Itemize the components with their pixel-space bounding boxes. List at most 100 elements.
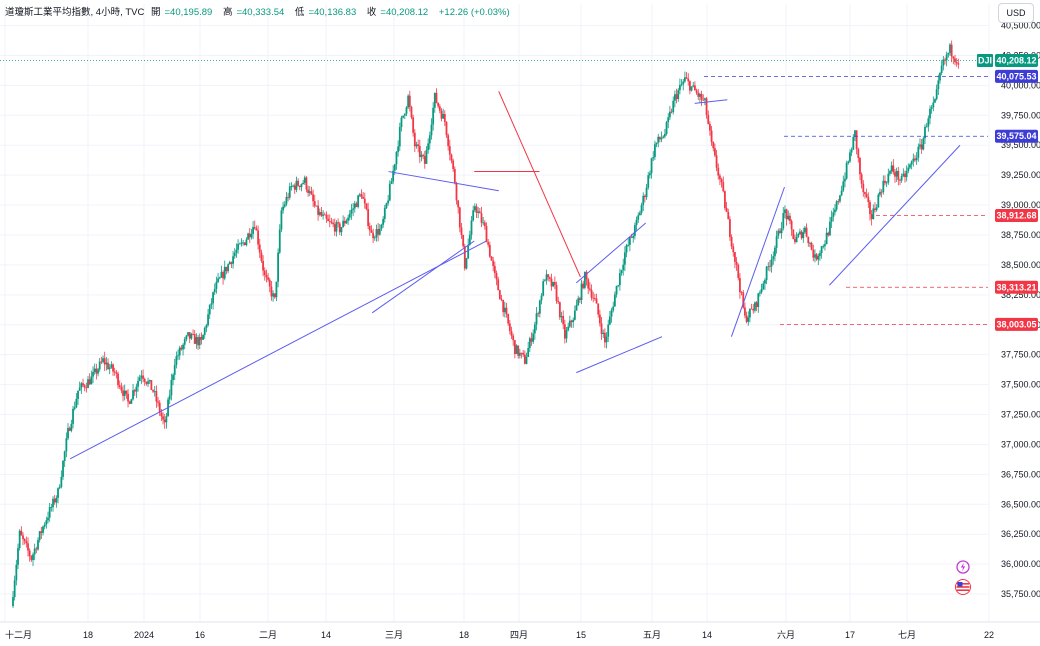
- candle-body: [297, 180, 300, 186]
- candle-body: [932, 102, 935, 108]
- candle-body: [268, 279, 271, 287]
- candle-body: [874, 208, 876, 211]
- candle-body: [652, 157, 655, 159]
- candle-body: [630, 237, 633, 238]
- candle-body: [862, 183, 865, 193]
- candle-body: [128, 401, 131, 404]
- candle-body: [530, 338, 533, 342]
- candle-body: [927, 118, 930, 127]
- candle-body: [510, 331, 513, 336]
- candle-body: [67, 428, 69, 439]
- candle-body: [655, 142, 658, 145]
- candle-body: [457, 200, 460, 208]
- candle-body: [817, 256, 820, 260]
- candle-body: [145, 381, 148, 384]
- candle-body: [478, 211, 481, 214]
- candle-body: [435, 92, 438, 103]
- candle-body: [869, 202, 871, 215]
- candle-body: [595, 298, 598, 304]
- candle-body: [513, 340, 516, 354]
- x-tick-label: 五月: [643, 630, 661, 640]
- candle-body: [875, 207, 878, 211]
- candle-body: [72, 408, 74, 424]
- candle-body: [285, 196, 288, 205]
- trendline: [694, 99, 728, 104]
- candle-body: [48, 507, 51, 518]
- candle-body: [600, 323, 603, 334]
- candle-body: [719, 175, 721, 180]
- candle-body: [393, 164, 396, 171]
- candle-body: [829, 221, 831, 236]
- candle-body: [805, 227, 808, 237]
- candle-body: [282, 206, 284, 211]
- candle-body: [237, 243, 239, 250]
- price-label: 38,313.21: [996, 282, 1036, 292]
- lightning-icon[interactable]: [956, 560, 970, 574]
- candle-body: [857, 149, 860, 158]
- candle-body: [240, 242, 243, 244]
- candle-body: [537, 313, 540, 315]
- candle-body: [432, 107, 435, 125]
- candle-body: [12, 597, 14, 607]
- candle-body: [153, 391, 156, 392]
- candle-body: [420, 154, 423, 158]
- candle-body: [483, 222, 486, 227]
- x-tick-label: 16: [195, 630, 205, 640]
- candle-body: [582, 283, 585, 288]
- currency-button[interactable]: USD: [998, 3, 1034, 23]
- candle-body: [810, 242, 813, 250]
- candle-body: [143, 378, 146, 382]
- candle-body: [50, 507, 53, 508]
- candle-body: [647, 175, 650, 188]
- candle-body: [180, 347, 183, 350]
- candle-body: [785, 209, 788, 220]
- x-tick-label: 17: [845, 630, 855, 640]
- candle-body: [512, 335, 515, 341]
- candle-body: [38, 531, 41, 541]
- candle-body: [292, 185, 294, 187]
- candle-body: [518, 352, 521, 356]
- candle-body: [363, 198, 366, 204]
- candle-body: [602, 332, 605, 334]
- trendline: [371, 240, 475, 314]
- candle-body: [185, 335, 188, 340]
- candle-body: [88, 379, 91, 385]
- candle-body: [308, 191, 311, 193]
- candle-body: [317, 205, 320, 215]
- candle-body: [223, 266, 226, 279]
- candle-body: [550, 278, 553, 287]
- candle-body: [463, 246, 466, 269]
- candle-body: [255, 228, 258, 231]
- candle-body: [272, 293, 274, 297]
- candle-body: [437, 102, 440, 107]
- candle-body: [505, 307, 508, 314]
- candle-body: [834, 209, 836, 213]
- candle-body: [25, 541, 28, 544]
- candle-body: [662, 136, 665, 138]
- candle-body: [197, 337, 199, 346]
- candle-body: [508, 323, 511, 332]
- candle-body: [710, 130, 713, 143]
- candle-body: [735, 261, 738, 265]
- candle-body: [62, 460, 64, 477]
- candle-body: [815, 254, 818, 260]
- candle-body: [645, 187, 648, 198]
- candle-body: [452, 160, 455, 169]
- candle-body: [472, 210, 475, 221]
- candle-body: [402, 115, 405, 118]
- candle-body: [724, 191, 726, 209]
- candle-body: [580, 283, 583, 301]
- candle-body: [879, 191, 881, 195]
- us-flag-icon[interactable]: [955, 579, 971, 595]
- candle-body: [787, 215, 790, 220]
- candle-body: [18, 530, 21, 549]
- candle-body: [168, 395, 171, 400]
- candle-body: [725, 208, 728, 212]
- candle-body: [330, 221, 333, 223]
- candle-body: [183, 339, 186, 345]
- candle-body: [523, 354, 526, 364]
- candle-body: [418, 146, 421, 158]
- candle-body: [498, 290, 501, 300]
- candle-body: [207, 314, 209, 326]
